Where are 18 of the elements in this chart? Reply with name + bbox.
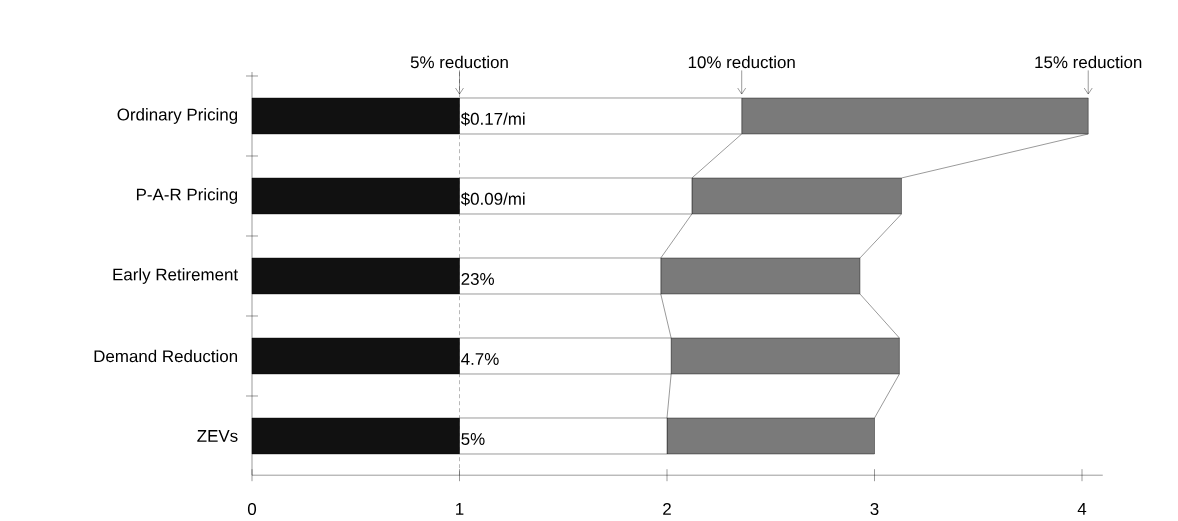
- annotation: 5%: [461, 433, 485, 446]
- annotation: 5% reduction: [410, 55, 508, 69]
- y-tick-label: P-A-R Pricing: [136, 188, 238, 205]
- x-tick-label: 0: [247, 503, 257, 516]
- y-tick-label: Early Retirement: [113, 268, 238, 285]
- annotation: 10% reduction: [688, 55, 795, 69]
- annotation: 4.7%: [461, 353, 499, 366]
- x-tick-label: 1: [456, 503, 464, 515]
- x-tick-label: 4: [1077, 503, 1087, 515]
- annotation: 23%: [461, 273, 494, 286]
- annotation: 15% reduction: [1035, 55, 1142, 69]
- y-tick-label: ZEVs: [197, 430, 238, 443]
- y-tick-label: Ordinary Pricing: [117, 108, 238, 125]
- x-tick-label: 3: [870, 503, 879, 516]
- annotation: $0.09/mi: [460, 192, 525, 206]
- y-tick-label: Demand Reduction: [94, 349, 238, 363]
- x-tick-label: 2: [663, 503, 671, 516]
- annotation: $0.17/mi: [460, 112, 525, 127]
